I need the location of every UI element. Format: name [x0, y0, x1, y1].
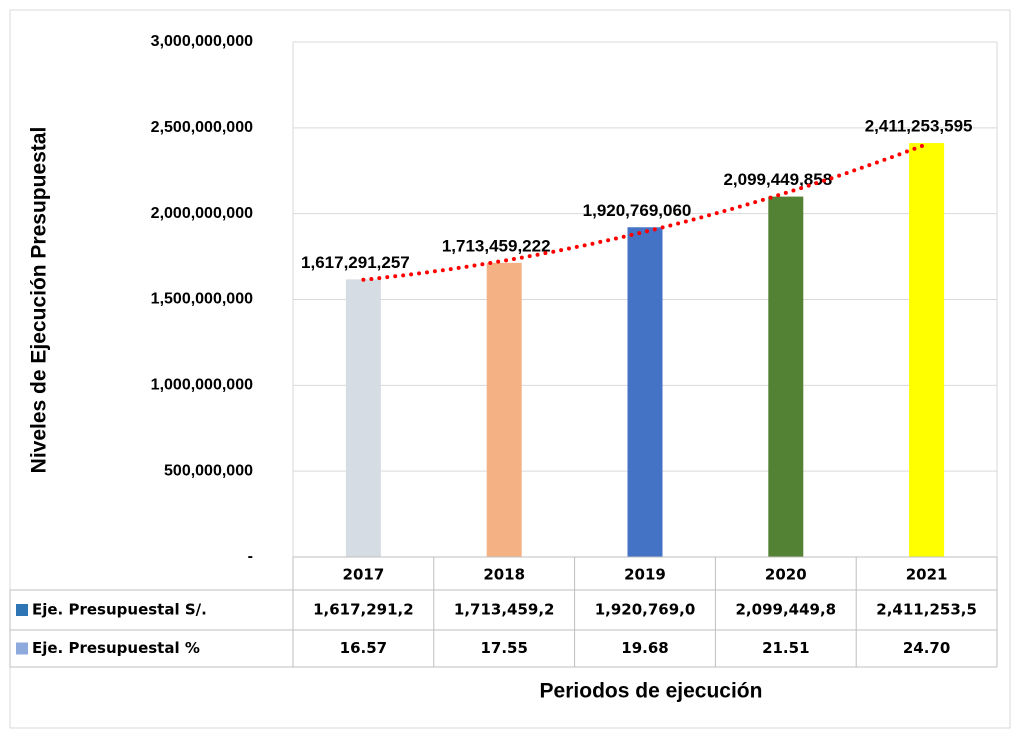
x-tick-label: 2017 — [343, 566, 385, 584]
y-tick-label: 3,000,000,000 — [151, 33, 253, 50]
trendline — [361, 142, 929, 282]
y-tick-label: 2,000,000,000 — [151, 205, 253, 222]
table-cell: 21.51 — [762, 639, 809, 657]
table-cell: 1,920,769,0 — [595, 601, 696, 619]
bar — [768, 196, 804, 558]
x-tick-label: 2019 — [624, 566, 666, 584]
table-cell: 1,713,459,2 — [454, 601, 555, 619]
table-cell: 19.68 — [621, 639, 668, 657]
value-label: 2,099,449,858 — [723, 170, 832, 189]
y-tick-label: 1,500,000,000 — [151, 291, 253, 308]
y-tick-label: 500,000,000 — [164, 462, 253, 479]
table-cell: 1,617,291,2 — [313, 601, 414, 619]
value-label: 1,920,769,060 — [583, 201, 692, 220]
x-tick-label: 2020 — [765, 566, 807, 584]
bar — [486, 262, 522, 557]
value-label: 1,617,291,257 — [301, 253, 410, 272]
value-label: 2,411,253,595 — [865, 117, 973, 136]
row-label: Eje. Presupuestal S/. — [32, 601, 207, 619]
legend-key — [16, 642, 28, 655]
table-cell: 2,411,253,5 — [876, 601, 977, 619]
bar — [345, 279, 381, 557]
legend-key — [16, 604, 28, 616]
x-tick-label: 2021 — [906, 566, 948, 584]
bar — [627, 227, 663, 557]
bar — [909, 143, 945, 558]
table-cell: 24.70 — [903, 639, 950, 657]
y-axis-title: Niveles de Ejecución Presupuestal — [28, 127, 51, 474]
row-label: Eje. Presupuestal % — [32, 639, 200, 657]
y-tick-label: 2,500,000,000 — [151, 119, 253, 136]
table-cell: 17.55 — [480, 639, 527, 657]
y-tick-label: - — [248, 548, 253, 565]
x-tick-label: 2018 — [483, 566, 525, 584]
y-tick-label: 1,000,000,000 — [151, 377, 253, 394]
x-axis-title: Periodos de ejecución — [540, 680, 763, 703]
table-cell: 2,099,449,8 — [736, 601, 837, 619]
value-label: 1,713,459,222 — [442, 236, 551, 255]
table-cell: 16.57 — [340, 639, 387, 657]
